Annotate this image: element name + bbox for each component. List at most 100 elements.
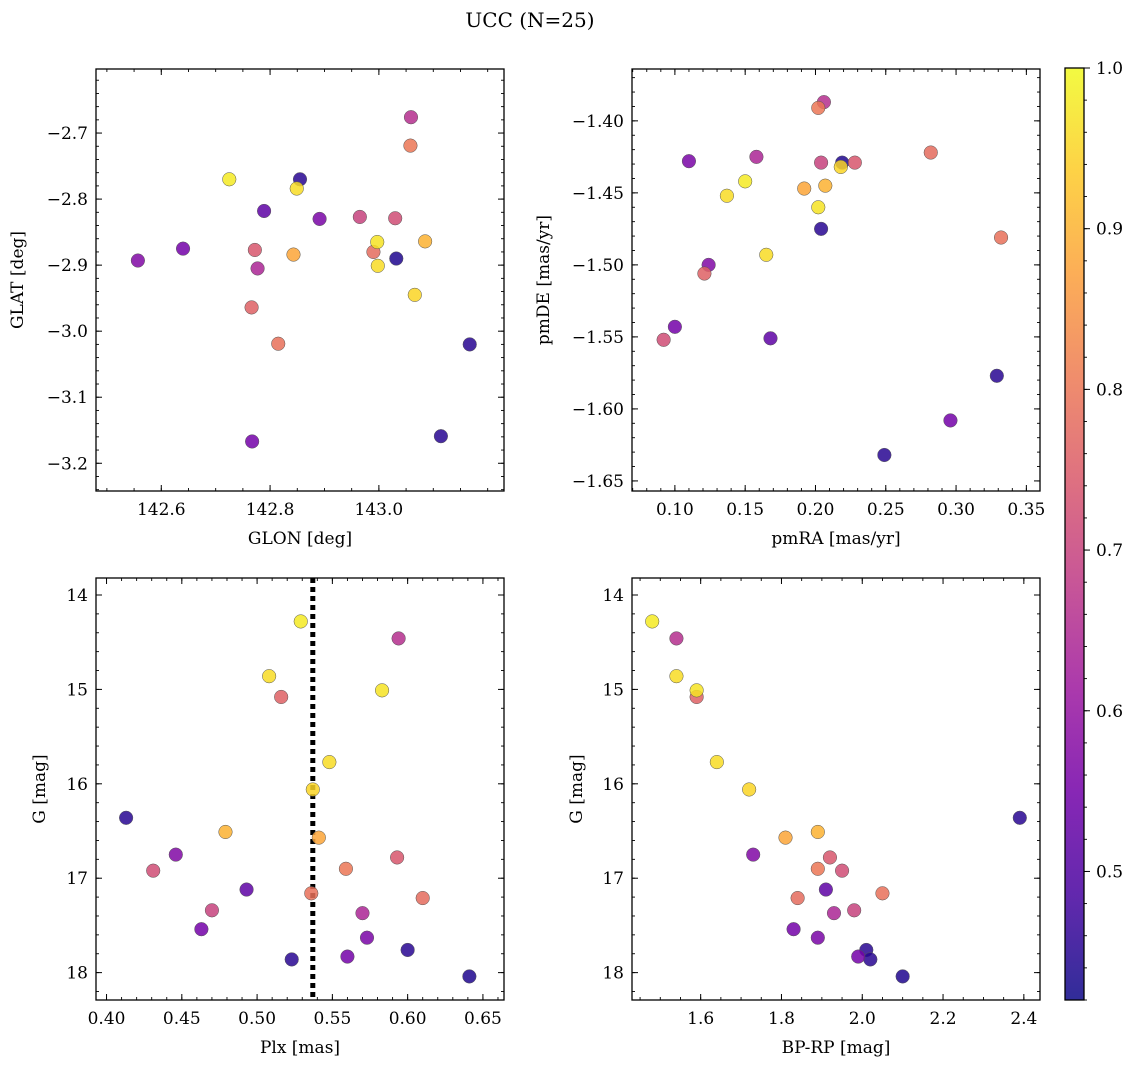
x-tick-label: 0.60 <box>389 1009 427 1029</box>
data-point <box>370 234 385 250</box>
y-tick-label: −1.40 <box>572 112 624 132</box>
y-tick-label: −3.1 <box>47 388 88 408</box>
data-point <box>403 110 419 125</box>
data-point <box>391 631 406 646</box>
data-point <box>338 861 353 876</box>
x-tick-label: 2.0 <box>849 1009 876 1029</box>
data-point <box>810 861 825 876</box>
colorbar-frame <box>1064 67 1085 1001</box>
data-point <box>697 266 712 281</box>
axes-frame <box>631 577 1041 1001</box>
axes-frame <box>631 68 1041 492</box>
data-point <box>669 631 684 646</box>
x-tick-label: 0.55 <box>313 1009 351 1029</box>
data-point <box>311 830 326 845</box>
data-point <box>811 200 826 215</box>
y-tick-label: −1.45 <box>572 184 624 204</box>
y-tick-label: −1.50 <box>572 256 624 276</box>
y-axis-label: pmDE [mas/yr] <box>534 215 554 345</box>
data-point <box>305 782 320 797</box>
data-point <box>130 253 145 268</box>
data-point <box>847 903 862 918</box>
x-tick-label: 1.8 <box>768 1009 795 1029</box>
x-tick-label: 1.6 <box>687 1009 714 1029</box>
data-point <box>407 287 422 302</box>
data-point <box>175 241 191 256</box>
data-point <box>738 174 753 189</box>
y-tick-label: 17 <box>602 869 624 889</box>
x-tick-label: 0.65 <box>464 1009 502 1029</box>
data-point <box>462 337 477 352</box>
x-tick-label: 0.50 <box>238 1009 276 1029</box>
x-tick-label: 0.10 <box>656 500 694 520</box>
y-axis-label: G [mag] <box>567 754 587 823</box>
data-point <box>146 863 161 878</box>
data-point <box>293 614 308 629</box>
data-point <box>462 969 477 984</box>
y-tick-label: −3.0 <box>47 322 88 342</box>
data-point <box>400 942 415 958</box>
data-point <box>669 669 684 684</box>
panel-glon-glat: 142.6 142.8 143.0 −2.7 −2.8 −2.9 −3.0 −3.1 −3.2 G… <box>8 68 505 549</box>
data-point <box>709 755 724 770</box>
x-tick-label: 0.20 <box>797 500 835 520</box>
data-point <box>759 247 774 262</box>
data-point <box>814 221 829 236</box>
x-axis-label: Plx [mas] <box>260 1038 340 1058</box>
data-point <box>222 172 237 187</box>
y-axis-label: GLAT [deg] <box>8 231 28 329</box>
y-tick-label: −3.2 <box>47 454 88 474</box>
data-point <box>826 906 842 921</box>
data-point <box>284 952 299 967</box>
data-point <box>359 930 375 945</box>
data-point <box>204 903 219 918</box>
data-point <box>778 830 793 845</box>
y-tick-label: 14 <box>66 586 88 606</box>
data-point <box>895 969 910 984</box>
panel-cmd: 1.6 1.8 2.0 2.2 2.4 14 15 16 17 18 BP-RP [mag] G [m… <box>567 577 1041 1058</box>
data-point <box>244 300 259 315</box>
data-point <box>389 251 404 266</box>
panel-plx-g: 0.40 0.45 0.50 0.55 0.60 0.65 14 15 16 17 18 Plx [m… <box>30 577 505 1058</box>
data-point <box>312 211 327 226</box>
colorbar-tick-label: 0.5 <box>1096 862 1123 882</box>
x-tick-label: 0.45 <box>163 1009 201 1029</box>
data-point <box>239 882 254 897</box>
data-point <box>742 782 757 797</box>
data-point <box>719 188 734 203</box>
x-axis-label: BP-RP [mag] <box>782 1038 891 1058</box>
data-point <box>746 847 761 862</box>
colorbar-tick-label: 0.7 <box>1096 541 1123 561</box>
x-tick-label: 142.8 <box>246 500 295 520</box>
colorbar-tick-label: 1.0 <box>1096 59 1123 79</box>
data-point <box>289 181 304 196</box>
x-tick-label: 0.40 <box>88 1009 126 1029</box>
data-point <box>390 850 405 865</box>
data-point <box>810 930 825 945</box>
data-point <box>352 209 367 224</box>
data-point <box>810 824 825 840</box>
data-point <box>274 689 289 705</box>
data-point <box>245 434 260 449</box>
y-tick-label: 15 <box>602 680 624 700</box>
colorbar-tick-label: 0.6 <box>1096 702 1123 722</box>
data-point <box>681 154 696 169</box>
data-point <box>250 261 265 276</box>
data-point <box>875 886 890 901</box>
data-point <box>689 683 704 698</box>
panel-pm: 0.10 0.15 0.20 0.25 0.30 0.35 −1.40 −1.45 −1.50 −… <box>534 68 1045 549</box>
axes-frame <box>95 68 505 492</box>
x-tick-label: 143.0 <box>355 500 404 520</box>
colorbar: 0.5 0.6 0.7 0.8 0.9 1.0 <box>1064 59 1123 1001</box>
x-tick-label: 2.4 <box>1010 1009 1037 1029</box>
x-tick-label: 0.35 <box>1007 500 1045 520</box>
y-tick-label: 18 <box>602 964 624 984</box>
data-point <box>786 922 801 937</box>
x-tick-label: 0.30 <box>937 500 975 520</box>
data-point <box>304 886 319 901</box>
data-point <box>218 824 233 840</box>
data-point <box>322 755 337 770</box>
data-point <box>247 242 262 258</box>
y-tick-label: 16 <box>66 775 88 795</box>
data-point <box>355 906 370 921</box>
